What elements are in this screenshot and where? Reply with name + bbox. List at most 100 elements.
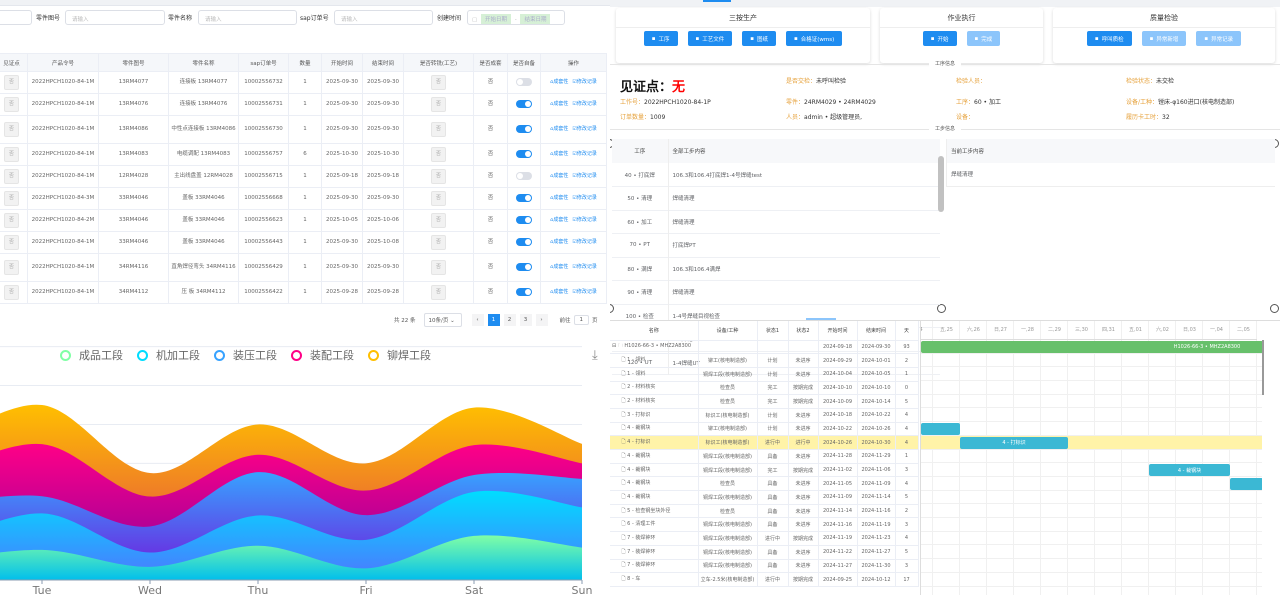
gantt-row[interactable]: 🗋 7 - 装焊钟环 铜焊工段(核电制造部) 具备 未进序 2024-11-27 2024… (610, 559, 919, 574)
filter-input[interactable]: 请输入 (65, 10, 165, 25)
history-link[interactable]: ☑修改记录 (572, 101, 597, 107)
legend-item[interactable]: 成品工段 (60, 347, 123, 363)
date-start[interactable]: 开始日期 (480, 14, 511, 24)
date-end[interactable]: 结束日期 (520, 14, 551, 24)
page-size-select[interactable]: 10条/页 ⌄ (423, 313, 462, 327)
resize-handle[interactable] (1270, 304, 1279, 313)
self-supply-toggle[interactable] (516, 287, 532, 296)
step-row[interactable]: 90 • 清理 焊缝清理 (612, 280, 940, 304)
gantt-bar[interactable]: 4 - 裁钢块 (1149, 464, 1230, 477)
area-series-1[interactable] (0, 535, 582, 580)
step-table-scrollbar[interactable] (938, 156, 944, 212)
gantt-row[interactable]: 🗋 7 - 装焊钟环 铜焊工段(核电制造部) 进行中 按期完成 2024-11-19 20… (610, 531, 919, 546)
download-icon[interactable]: ⤓ (592, 348, 598, 363)
step-row[interactable]: 60 • 加工 焊缝清理 (612, 210, 940, 234)
action-button[interactable]: ▪ 完成 (966, 31, 1001, 46)
step-row[interactable]: 50 • 清理 焊缝清理 (612, 186, 940, 210)
gantt-scrollbar[interactable] (1262, 340, 1264, 395)
gantt-bar[interactable] (1230, 478, 1262, 490)
history-link[interactable]: ☑修改记录 (572, 239, 597, 245)
history-link[interactable]: ☑修改记录 (572, 264, 597, 270)
gantt-row[interactable]: 🗋 8 - 车 立车-2.5米(核电制造部) 进行中 按期完成 2024-09-25 20… (610, 572, 919, 587)
gantt-row[interactable]: 🗋 4 - 裁钢块 铆工(核电制造部) 计划 未进序 2024-10-22 2024-10… (610, 422, 919, 437)
self-supply-toggle[interactable] (516, 215, 532, 224)
gantt-row[interactable]: 🗋 7 - 装焊钟环 铜焊工段(核电制造部) 具备 未进序 2024-11-22 2024… (610, 545, 919, 560)
history-link[interactable]: ☑修改记录 (572, 151, 597, 157)
self-supply-toggle[interactable] (516, 262, 532, 271)
history-link[interactable]: ☑修改记录 (572, 79, 597, 85)
gantt-row[interactable]: 🗋 4 - 裁钢块 铜焊工段(核电制造部) 具备 未进序 2024-11-09 2024-… (610, 490, 919, 505)
history-link[interactable]: ☑修改记录 (572, 217, 597, 223)
gantt-row[interactable]: 🗋 4 - 裁钢块 检查员 具备 未进序 2024-11-05 2024-11-09 4 (610, 476, 919, 492)
legend-item[interactable]: 机加工段 (137, 347, 200, 363)
gantt-row[interactable]: 🗋 3 - 打标识 标识工(核电制造部) 计划 未进序 2024-10-18 2024-1… (610, 408, 919, 423)
action-button[interactable]: ▪ 异常新增 (1141, 31, 1187, 46)
action-button[interactable]: ▪ 工序 (643, 31, 678, 46)
mill-badge: 否 (430, 235, 446, 250)
gantt-row[interactable]: 🗋 2 - 材料核实 检查员 完工 按期完成 2024-10-09 2024-10-14 5 (610, 394, 919, 409)
action-button[interactable]: ▪ 工艺文件 (687, 31, 733, 46)
next-page-button[interactable]: › (535, 314, 548, 326)
set-link[interactable]: ⌂成套性 (550, 264, 569, 270)
gantt-row[interactable]: 🗋 1 - 领料 铆工(核电制造部) 计划 未进序 2024-09-29 2024-10-… (610, 353, 919, 368)
gantt-row[interactable]: 🗋 4 - 裁钢块 铜焊工段(核电制造部) 完工 按期完成 2024-11-02 2024… (610, 463, 919, 478)
self-supply-toggle[interactable] (516, 99, 532, 108)
set-link[interactable]: ⌂成套性 (550, 126, 569, 132)
gantt-row[interactable]: 🗋 4 - 裁钢块 铜焊工段(核电制造部) 具备 未进序 2024-11-28 2024-… (610, 449, 919, 464)
set-link[interactable]: ⌂成套性 (550, 195, 569, 201)
step-row[interactable]: 40 • 打底焊 106.3和106.4打底焊1-4号焊缝test (612, 163, 940, 187)
collapse-icon[interactable]: ⊟ (612, 342, 617, 349)
set-link[interactable]: ⌂成套性 (550, 217, 569, 223)
history-link[interactable]: ☑修改记录 (572, 289, 597, 295)
filter-input[interactable]: 请输入 (334, 10, 433, 25)
page-button[interactable]: 1 (487, 314, 500, 326)
resize-handle[interactable] (1270, 139, 1279, 148)
page-button[interactable]: 3 (519, 314, 532, 326)
self-supply-toggle[interactable] (516, 77, 532, 86)
step-row[interactable]: 70 • PT 打底焊PT (612, 233, 940, 257)
set-link[interactable]: ⌂成套性 (550, 101, 569, 107)
set-link[interactable]: ⌂成套性 (550, 79, 569, 85)
legend-item[interactable]: 铆焊工段 (368, 347, 431, 363)
set-link[interactable]: ⌂成套性 (550, 151, 569, 157)
gantt-row[interactable]: 🗋 1 - 领料 铜焊工段(核电制造部) 计划 未进序 2024-10-04 2024-1… (610, 367, 919, 382)
action-button[interactable]: ▪ 呼叫质检 (1086, 31, 1132, 46)
action-button[interactable]: ▪ 图纸 (742, 31, 776, 46)
prev-page-button[interactable]: ‹ (471, 314, 484, 326)
self-supply-toggle[interactable] (516, 237, 532, 246)
self-supply-toggle[interactable] (516, 171, 532, 180)
gantt-bar[interactable]: 4 - 打标识 (960, 436, 1068, 449)
task-start: 2024-11-02 (818, 463, 858, 478)
action-button[interactable]: ▪ 合格证(wms) (786, 31, 843, 46)
page-button[interactable]: 2 (503, 314, 516, 326)
history-link[interactable]: ☑修改记录 (572, 195, 597, 201)
set-link[interactable]: ⌂成套性 (550, 173, 569, 179)
task-start: 2024-11-14 (818, 504, 858, 519)
action-button[interactable]: ▪ 开始 (922, 31, 957, 46)
step-row[interactable]: 80 • 满焊 106.3和106.4满焊 (612, 257, 940, 281)
gantt-row[interactable]: ⊟ 🗀 H1026-66-3 • MHZ2A8300 2024-09-18 2024… (610, 340, 919, 355)
set-link[interactable]: ⌂成套性 (550, 289, 569, 295)
gantt-row[interactable]: 🗋 4 - 打标识 标识工(核电制造部) 进行中 进行中 2024-10-26 2024-… (610, 435, 919, 450)
action-button[interactable]: ▪ 异常记录 (1196, 31, 1242, 46)
self-supply-toggle[interactable] (516, 193, 532, 202)
set-link[interactable]: ⌂成套性 (550, 239, 569, 245)
gantt-bar[interactable] (921, 423, 960, 436)
self-supply-toggle[interactable] (516, 149, 532, 158)
horizontal-scrollbar[interactable] (806, 318, 836, 320)
gantt-bar[interactable]: H1026-66-3 • MHZ2A8300 (921, 341, 1262, 353)
self-supply-toggle[interactable] (516, 124, 532, 133)
history-link[interactable]: ☑修改记录 (572, 126, 597, 132)
history-link[interactable]: ☑修改记录 (572, 173, 597, 179)
legend-item[interactable]: 装压工段 (214, 347, 277, 363)
resize-handle[interactable] (937, 304, 946, 313)
filter-input[interactable]: 请输入 (198, 10, 297, 25)
gantt-row[interactable]: 🗋 6 - 清理工件 铜焊工段(核电制造部) 具备 未进序 2024-11-16 2024… (610, 517, 919, 533)
legend-item[interactable]: 装配工段 (291, 347, 354, 363)
filter-input-partial[interactable] (0, 10, 32, 25)
gantt-row[interactable]: 🗋 5 - 检查钢坐块外径 检查员 具备 未进序 2024-11-14 2024-11-1… (610, 504, 919, 519)
gantt-row[interactable]: 🗋 2 - 材料核实 检查员 完工 按期完成 2024-10-10 2024-10-10 0 (610, 381, 919, 396)
active-tab[interactable] (703, 0, 731, 2)
date-range-picker[interactable]: ▢ 开始日期 - 结束日期 (467, 10, 565, 25)
goto-input[interactable]: 1 (573, 315, 590, 325)
